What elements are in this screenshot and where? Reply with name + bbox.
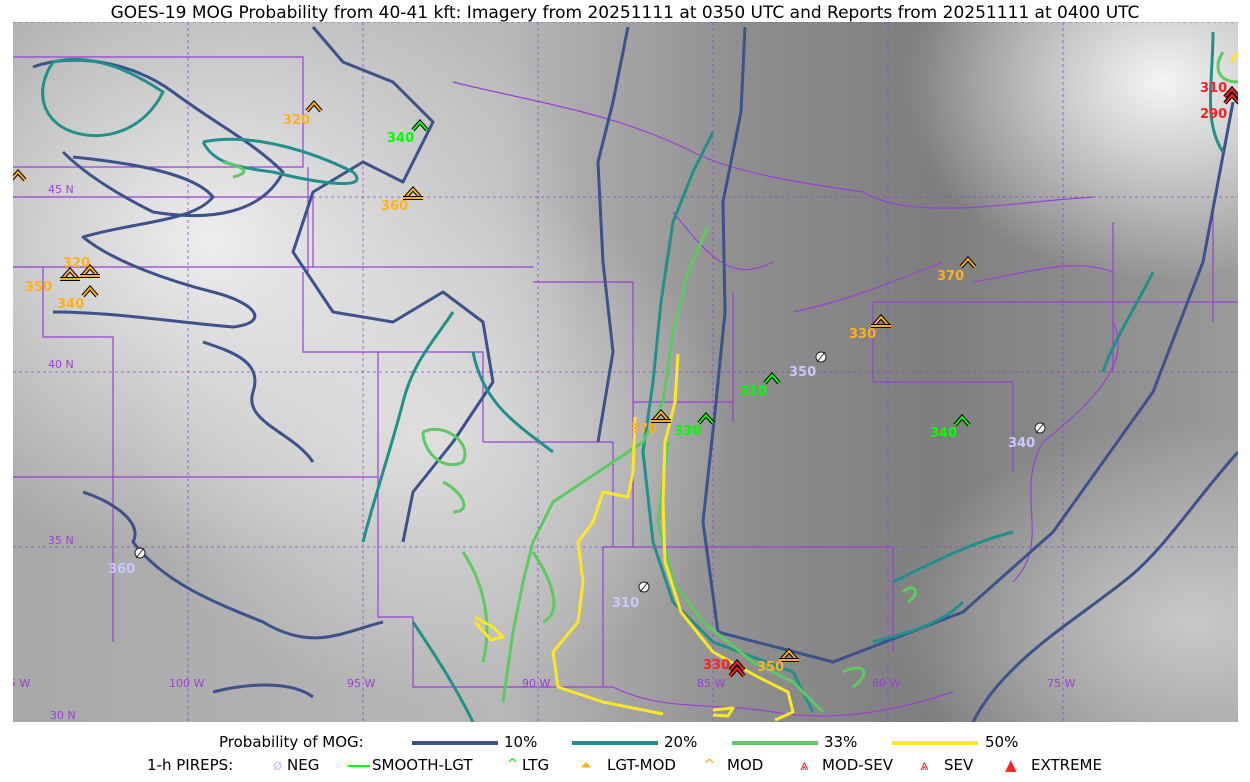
report-marker-neg-icon [134,547,146,559]
mod-sev-icon: ⩓ [800,756,809,774]
report-marker-sev-icon [728,658,746,678]
report-marker-ltg-icon [953,413,971,427]
report-marker-mod-icon [305,99,323,113]
report-marker-neg-icon [1034,422,1046,434]
legend-extreme: EXTREME [1031,756,1102,774]
report-altitude-label: 340 [387,131,415,146]
neg-icon: ø [273,756,283,774]
report-marker-lgt-mod-icon [651,408,671,423]
lon-label-85w: 85 W [697,677,726,690]
report-marker-lgt-mod-icon [871,313,891,328]
report-marker-sev-icon [1223,85,1238,105]
report-altitude-label: 330 [703,658,731,673]
legend-10pct: 10% [504,733,538,751]
report-marker-ltg-icon [411,118,429,132]
mod-icon: ^ [703,756,716,774]
legend-neg: NEG [287,756,320,774]
report-altitude-label: 360 [108,562,136,577]
report-marker-mod-icon [959,255,977,269]
legend-mod-sev: MOD-SEV [822,756,893,774]
report-marker-neg-icon [638,581,650,593]
lon-label-80w: 80 W [872,677,901,690]
coastline-lakes [452,81,1119,717]
report-altitude-label: 350 [757,660,785,675]
legend-mod: MOD [727,756,764,774]
lat-label-40n: 40 N [48,358,74,371]
swatch-20pct [572,741,658,745]
legend-smooth-lgt: SMOOTH-LGT [372,756,473,774]
report-altitude-label: 320 [283,113,311,128]
lgt-mod-icon: ⏶ [580,756,593,774]
legend-ltg: LTG [522,756,550,774]
lon-label-75w: 75 W [1047,677,1076,690]
report-marker-lgt-mod-icon [60,266,80,281]
sev-icon: ⩓ [920,756,929,774]
legend-33pct: 33% [824,733,858,751]
report-altitude-label: 370 [630,422,658,437]
report-icons [13,85,1238,678]
swatch-33pct [732,741,818,745]
swatch-50pct [892,741,978,745]
report-marker-mod-icon [81,284,99,298]
report-altitude-label: 350 [789,365,817,380]
report-altitude-label: 330 [674,424,702,439]
smooth-lgt-icon [348,765,370,767]
lon-label-95w: 95 W [347,677,376,690]
map-overlay [13,22,1238,722]
report-marker-lgt-mod-icon [80,263,100,278]
report-altitude-label: 290 [1200,107,1228,122]
state-borders [13,56,1238,717]
legend-20pct: 20% [664,733,698,751]
chart-title: GOES-19 MOG Probability from 40-41 kft: … [110,3,1140,23]
contour-10pct [32,26,1238,722]
lat-label-45n: 45 N [48,183,74,196]
report-marker-mod-icon [13,168,27,182]
probability-legend-title: Probability of MOG: [219,733,364,751]
report-marker-lgt-mod-icon [779,647,799,662]
report-marker-lgt-mod-icon [403,185,423,200]
contour-33pct [222,51,1238,714]
ltg-icon: ^ [507,757,518,772]
report-altitude-label: 310 [612,596,640,611]
report-marker-ltg-icon [763,371,781,385]
report-altitude-label: 340 [1008,436,1036,451]
report-altitude-label: 360 [381,199,409,214]
contour-50pct [473,51,1238,722]
report-marker-neg-icon [815,351,827,363]
lat-label-30n: 30 N [50,709,76,722]
lon-label-90w: 90 W [522,677,551,690]
report-altitude-label: 370 [937,269,965,284]
lon-label-105w: 105 W [13,677,31,690]
satellite-map: 45 N 40 N 35 N 30 N 105 W 100 W 95 W 90 … [13,22,1238,722]
report-marker-ltg-icon [697,411,715,425]
legend-sev: SEV [944,756,974,774]
legend-50pct: 50% [985,733,1019,751]
report-altitude-label: 340 [930,426,958,441]
lon-label-100w: 100 W [169,677,205,690]
pirep-legend-title: 1-h PIREPS: [147,756,234,774]
swatch-10pct [412,741,498,745]
report-altitude-label: 330 [849,327,877,342]
report-altitude-label: 340 [57,297,85,312]
lat-label-35n: 35 N [48,534,74,547]
legend-lgt-mod: LGT-MOD [607,756,676,774]
report-altitude-label: 350 [25,280,53,295]
report-altitude-label: 310 [1200,81,1228,96]
state-border-lines [13,56,1238,688]
lat-lon-grid [13,22,1238,722]
report-altitude-label: 320 [63,256,91,271]
extreme-icon: ▲ [1005,756,1017,774]
report-altitude-label: 310 [740,384,768,399]
